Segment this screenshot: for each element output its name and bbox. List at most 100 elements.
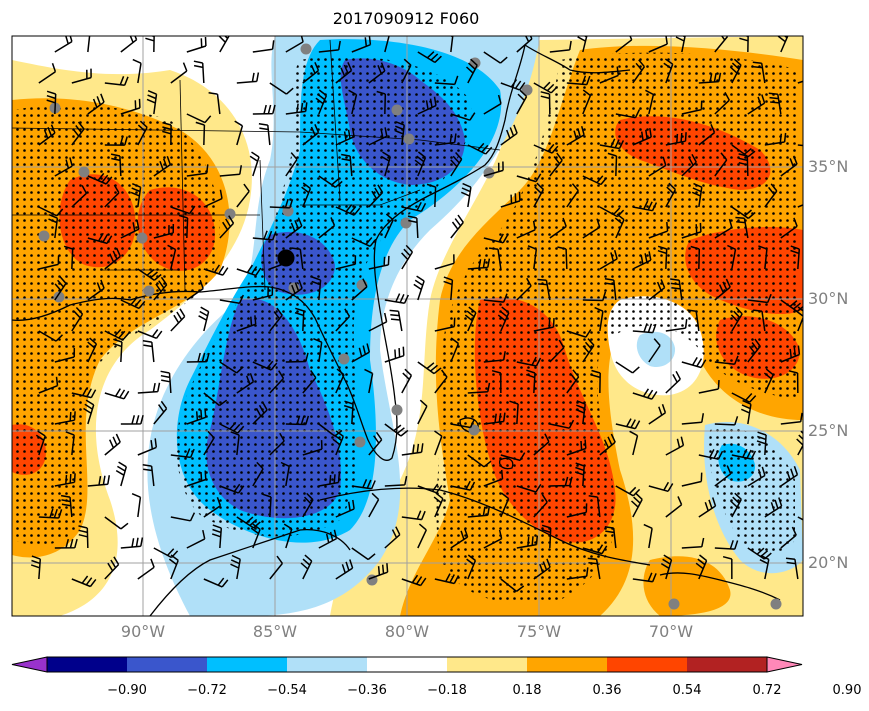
wind-barb <box>450 214 464 239</box>
wind-barb <box>60 494 73 518</box>
wind-barb <box>252 286 274 301</box>
wind-barb <box>500 124 518 146</box>
wind-barb <box>557 246 568 270</box>
colorbar-tick-label: 0.18 <box>512 683 542 698</box>
wind-barb <box>675 36 686 53</box>
wind-barb <box>566 439 587 456</box>
wind-barb <box>714 91 730 115</box>
station-marker <box>143 285 155 297</box>
wind-barb <box>763 368 774 394</box>
wind-barb <box>582 291 607 302</box>
wind-barb <box>38 124 56 146</box>
wind-barb <box>401 510 426 521</box>
wind-barb <box>249 151 260 177</box>
wind-barb <box>38 63 57 84</box>
wind-barb <box>120 537 144 549</box>
wind-barb <box>170 308 186 332</box>
wind-barb <box>236 315 257 332</box>
wind-barb <box>285 152 298 177</box>
wind-barb <box>491 369 502 394</box>
wind-barb <box>648 156 667 177</box>
wind-barb <box>285 217 303 239</box>
wind-barb <box>341 153 353 177</box>
wind-barb <box>203 430 215 456</box>
wind-barb <box>236 516 261 529</box>
wind-barb <box>236 372 255 394</box>
wind-barb <box>54 36 73 53</box>
wind-barb <box>483 469 504 487</box>
wind-barb <box>71 68 92 84</box>
wind-barb <box>162 121 172 146</box>
wind-barb <box>252 230 277 241</box>
wind-barb <box>219 215 235 239</box>
wind-barb <box>549 40 572 53</box>
lat-label-35: 35°N <box>808 157 849 176</box>
wind-barb <box>186 36 207 53</box>
lat-label-30: 30°N <box>808 289 849 308</box>
wind-barb <box>120 36 138 53</box>
wind-barb <box>566 369 580 394</box>
wind-barb <box>516 36 533 53</box>
wind-barb <box>104 433 121 456</box>
wind-barb <box>549 339 565 363</box>
wind-barb <box>219 483 245 494</box>
wind-barb <box>230 431 240 456</box>
wind-barb <box>186 408 207 425</box>
wind-barb <box>38 330 64 342</box>
wind-barb <box>464 306 477 332</box>
wind-barb <box>368 431 383 456</box>
lat-label-25: 25°N <box>808 421 849 440</box>
wind-barb <box>186 113 212 124</box>
wind-barb <box>582 175 608 186</box>
wind-barb <box>566 567 589 580</box>
wind-barb <box>660 554 673 580</box>
wind-barb <box>587 557 601 580</box>
wind-barb <box>218 36 230 53</box>
station-marker <box>400 217 412 229</box>
wind-barb <box>351 479 376 490</box>
wind-barb <box>758 245 768 270</box>
wind-barb <box>335 255 357 270</box>
wind-barb <box>120 297 146 310</box>
wind-barb <box>417 523 427 549</box>
wind-barb <box>413 275 425 301</box>
wind-barb <box>698 380 720 394</box>
wind-barb <box>252 461 264 487</box>
wind-barb <box>665 496 683 518</box>
wind-barb <box>203 264 229 276</box>
wind-barb <box>599 433 616 456</box>
wind-barb <box>335 559 354 580</box>
wind-barb <box>756 431 767 456</box>
wind-barb <box>252 40 275 53</box>
wind-barb <box>681 357 707 369</box>
map-area <box>12 36 803 616</box>
wind-barb <box>632 200 658 212</box>
wind-barb <box>252 401 268 425</box>
wind-barb <box>137 120 148 146</box>
colorbar-tick-label: −0.54 <box>267 683 307 698</box>
wind-barb <box>797 204 803 208</box>
wind-barb <box>630 492 643 518</box>
wind-barb <box>417 51 442 64</box>
wind-barb <box>516 220 536 239</box>
wind-barb <box>291 247 304 270</box>
wind-barb <box>500 578 525 592</box>
storm-center-marker <box>277 249 295 267</box>
wind-barb <box>780 412 803 425</box>
wind-barb <box>516 173 542 183</box>
station-marker <box>403 133 415 145</box>
wind-barb <box>38 255 60 270</box>
wind-barb <box>193 60 205 84</box>
wind-barb <box>591 369 601 394</box>
wind-barb <box>71 306 84 332</box>
wind-barb <box>87 36 91 53</box>
wind-barb <box>104 184 120 208</box>
wind-barb <box>483 233 509 244</box>
wind-barb <box>318 217 336 239</box>
wind-barb <box>368 255 390 270</box>
wind-barb <box>731 392 757 403</box>
wind-barb <box>87 232 113 245</box>
wind-barb <box>302 440 323 456</box>
wind-barb <box>632 59 646 84</box>
wind-barb <box>364 368 374 394</box>
